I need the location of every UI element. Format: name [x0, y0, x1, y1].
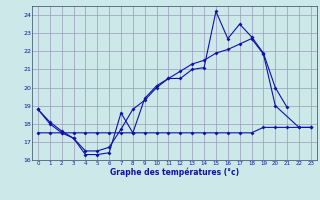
X-axis label: Graphe des températures (°c): Graphe des températures (°c) [110, 167, 239, 177]
